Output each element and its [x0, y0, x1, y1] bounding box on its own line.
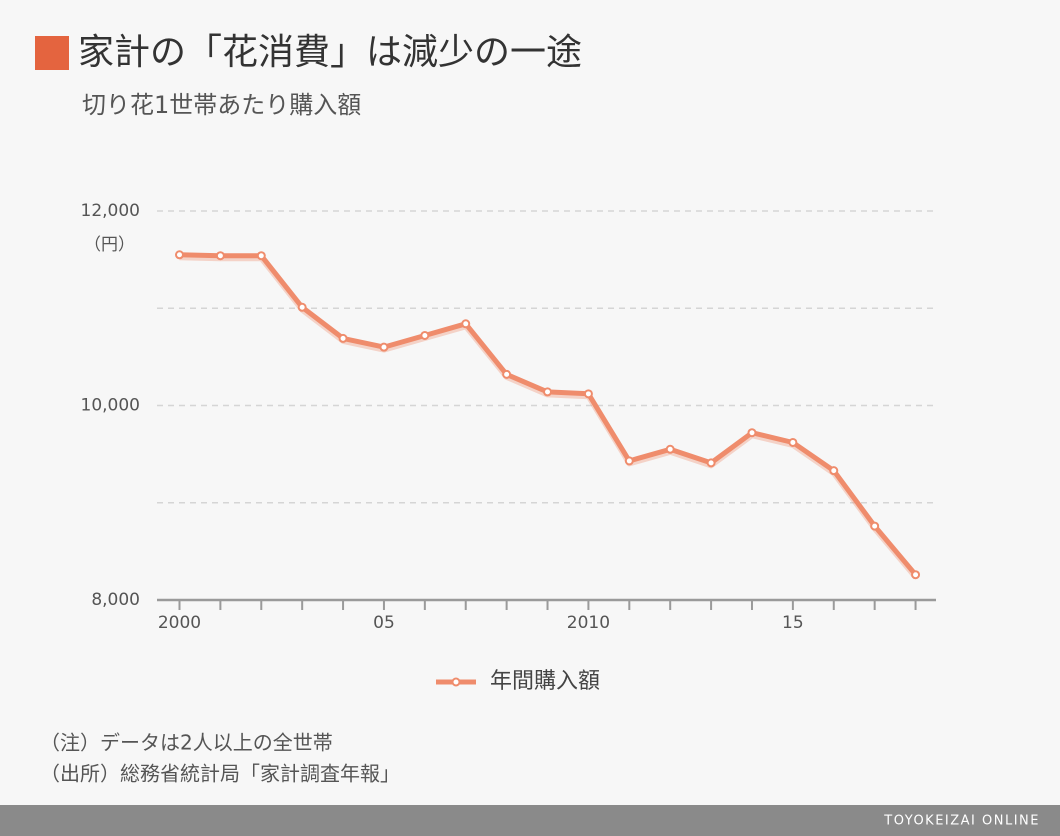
point [870, 521, 880, 531]
footer-bar [0, 805, 1060, 836]
point [583, 389, 593, 399]
note: （出所）総務省統計局「家計調査年報」 [40, 762, 400, 786]
point [420, 330, 430, 340]
point [502, 369, 512, 379]
y-tick-label: 10,000 [81, 396, 140, 416]
chart-title: 家計の「花消費」は減少の一途 [78, 32, 582, 73]
point [706, 458, 716, 468]
x-tick-label: 2000 [158, 613, 201, 633]
note: （注）データは2人以上の全世帯 [40, 731, 333, 755]
point [338, 333, 348, 343]
point [747, 428, 757, 438]
x-tick-label: 05 [373, 613, 395, 633]
point [379, 342, 389, 352]
point [829, 466, 839, 476]
point [624, 456, 634, 466]
title-marker [35, 36, 69, 70]
x-tick-label: 15 [782, 613, 804, 633]
footer: TOYOKEIZAI ONLINE [883, 814, 1040, 829]
point [215, 251, 225, 261]
point [665, 444, 675, 454]
y-tick-label: 12,000 [81, 201, 140, 221]
point [256, 251, 266, 261]
point [174, 250, 184, 260]
point [788, 437, 798, 447]
point [543, 387, 553, 397]
point [297, 302, 307, 312]
y-unit: （円） [84, 235, 135, 255]
y-tick-label: 8,000 [91, 590, 140, 610]
point [911, 570, 921, 580]
legend-point [451, 677, 461, 687]
x-tick-label: 2010 [567, 613, 610, 633]
point [461, 319, 471, 329]
chart-subtitle: 切り花1世帯あたり購入額 [82, 91, 361, 119]
legend-label: 年間購入額 [490, 669, 600, 694]
